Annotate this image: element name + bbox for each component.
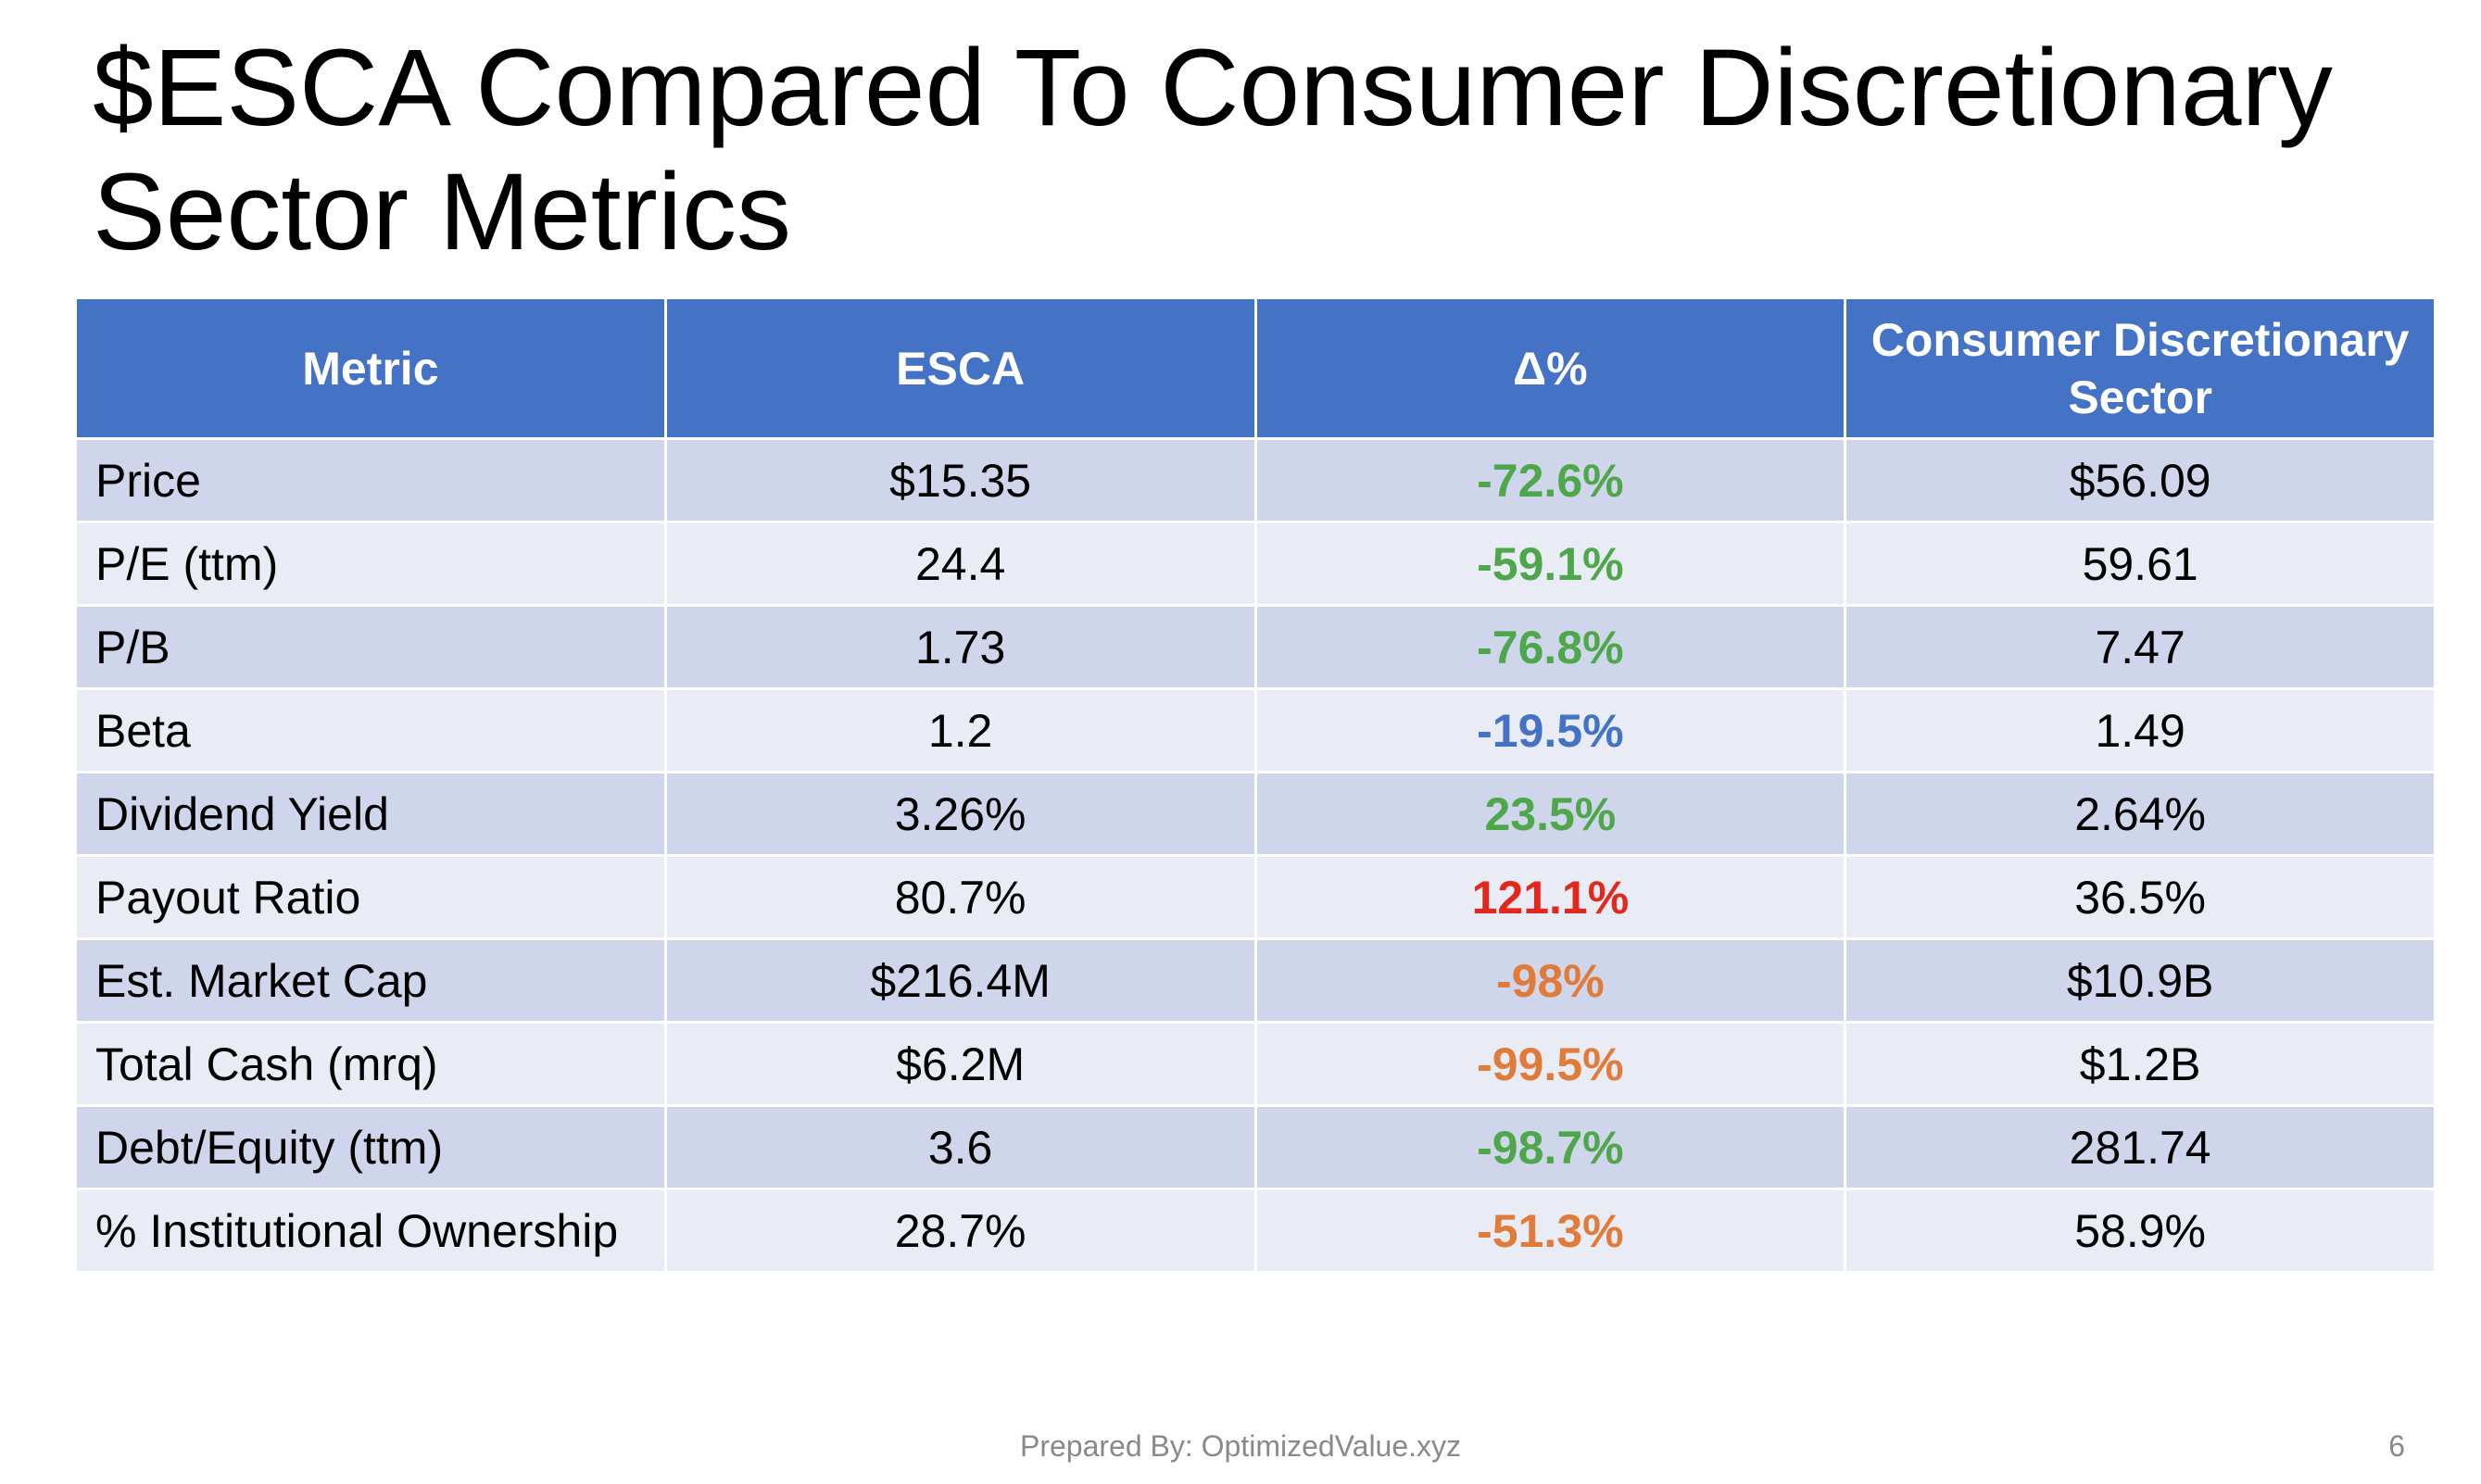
- delta-cell: -76.8%: [1253, 604, 1847, 690]
- metrics-table: Metric ESCA Δ% Consumer Discretionary Se…: [74, 296, 2437, 1274]
- sector-cell: 36.5%: [1844, 854, 2437, 940]
- esca-cell: 3.26%: [663, 771, 1257, 857]
- table-row: P/E (ttm) 24.4 -59.1% 59.61: [74, 521, 2437, 607]
- metric-cell: P/E (ttm): [74, 521, 667, 607]
- metric-cell: Price: [74, 437, 667, 523]
- metric-cell: Total Cash (mrq): [74, 1021, 667, 1107]
- delta-cell: -98.7%: [1253, 1104, 1847, 1190]
- table-row: Total Cash (mrq) $6.2M -99.5% $1.2B: [74, 1021, 2437, 1107]
- header-delta: Δ%: [1253, 296, 1847, 440]
- sector-cell: 7.47: [1844, 604, 2437, 690]
- metric-cell: Debt/Equity (ttm): [74, 1104, 667, 1190]
- sector-cell: 58.9%: [1844, 1188, 2437, 1274]
- esca-cell: $15.35: [663, 437, 1257, 523]
- sector-cell: 59.61: [1844, 521, 2437, 607]
- esca-cell: 28.7%: [663, 1188, 1257, 1274]
- esca-cell: 24.4: [663, 521, 1257, 607]
- sector-cell: $1.2B: [1844, 1021, 2437, 1107]
- table-row: % Institutional Ownership 28.7% -51.3% 58.9…: [74, 1188, 2437, 1274]
- esca-cell: $6.2M: [663, 1021, 1257, 1107]
- metric-cell: P/B: [74, 604, 667, 690]
- metric-cell: Beta: [74, 687, 667, 773]
- sector-cell: $10.9B: [1844, 937, 2437, 1024]
- delta-cell: -98%: [1253, 937, 1847, 1024]
- sector-cell: 2.64%: [1844, 771, 2437, 857]
- header-esca: ESCA: [663, 296, 1257, 440]
- delta-cell: -59.1%: [1253, 521, 1847, 607]
- table-row: Dividend Yield 3.26% 23.5% 2.64%: [74, 771, 2437, 857]
- table-row: P/B 1.73 -76.8% 7.47: [74, 604, 2437, 690]
- table-row: Debt/Equity (ttm) 3.6 -98.7% 281.74: [74, 1104, 2437, 1190]
- sector-cell: 281.74: [1844, 1104, 2437, 1190]
- header-metric: Metric: [74, 296, 667, 440]
- delta-cell: -19.5%: [1253, 687, 1847, 773]
- delta-cell: -51.3%: [1253, 1188, 1847, 1274]
- metric-cell: Dividend Yield: [74, 771, 667, 857]
- metric-cell: Payout Ratio: [74, 854, 667, 940]
- table-body: Price $15.35 -72.6% $56.09 P/E (ttm) 24.4 -59.…: [74, 437, 2437, 1274]
- delta-cell: -72.6%: [1253, 437, 1847, 523]
- delta-cell: 121.1%: [1253, 854, 1847, 940]
- table-row: Est. Market Cap $216.4M -98% $10.9B: [74, 937, 2437, 1024]
- esca-cell: 3.6: [663, 1104, 1257, 1190]
- table-row: Beta 1.2 -19.5% 1.49: [74, 687, 2437, 773]
- table-header-row: Metric ESCA Δ% Consumer Discretionary Se…: [74, 296, 2437, 440]
- esca-cell: 80.7%: [663, 854, 1257, 940]
- metric-cell: Est. Market Cap: [74, 937, 667, 1024]
- delta-cell: -99.5%: [1253, 1021, 1847, 1107]
- table-row: Payout Ratio 80.7% 121.1% 36.5%: [74, 854, 2437, 940]
- footer-credit: Prepared By: OptimizedValue.xyz: [1019, 1429, 1462, 1463]
- sector-cell: $56.09: [1844, 437, 2437, 523]
- esca-cell: 1.73: [663, 604, 1257, 690]
- sector-cell: 1.49: [1844, 687, 2437, 773]
- metric-cell: % Institutional Ownership: [74, 1188, 667, 1274]
- page-number: 6: [2388, 1429, 2405, 1463]
- slide-title: $ESCA Compared To Consumer Discretionary…: [93, 27, 2333, 273]
- esca-cell: $216.4M: [663, 937, 1257, 1024]
- table-row: Price $15.35 -72.6% $56.09: [74, 437, 2437, 523]
- header-sector: Consumer Discretionary Sector: [1844, 296, 2437, 440]
- esca-cell: 1.2: [663, 687, 1257, 773]
- delta-cell: 23.5%: [1253, 771, 1847, 857]
